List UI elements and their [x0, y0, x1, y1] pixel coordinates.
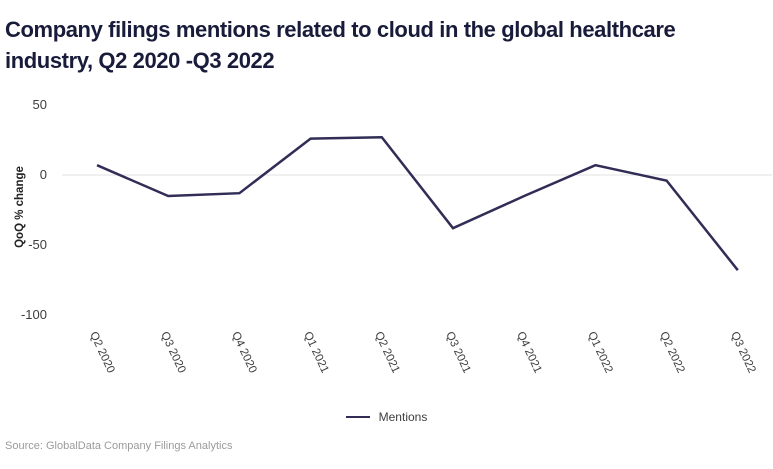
y-tick-label: 50 — [32, 97, 47, 112]
y-tick-label: -50 — [28, 237, 47, 252]
y-tick-label: -100 — [20, 307, 47, 322]
source-note: Source: GlobalData Company Filings Analy… — [5, 440, 233, 452]
mentions-line-series — [96, 135, 739, 271]
y-tick-label: 0 — [39, 167, 47, 182]
legend: Mentions — [0, 410, 773, 424]
legend-line-swatch — [345, 416, 370, 418]
legend-label: Mentions — [378, 410, 428, 424]
chart-title: Company filings mentions related to clou… — [5, 17, 676, 73]
